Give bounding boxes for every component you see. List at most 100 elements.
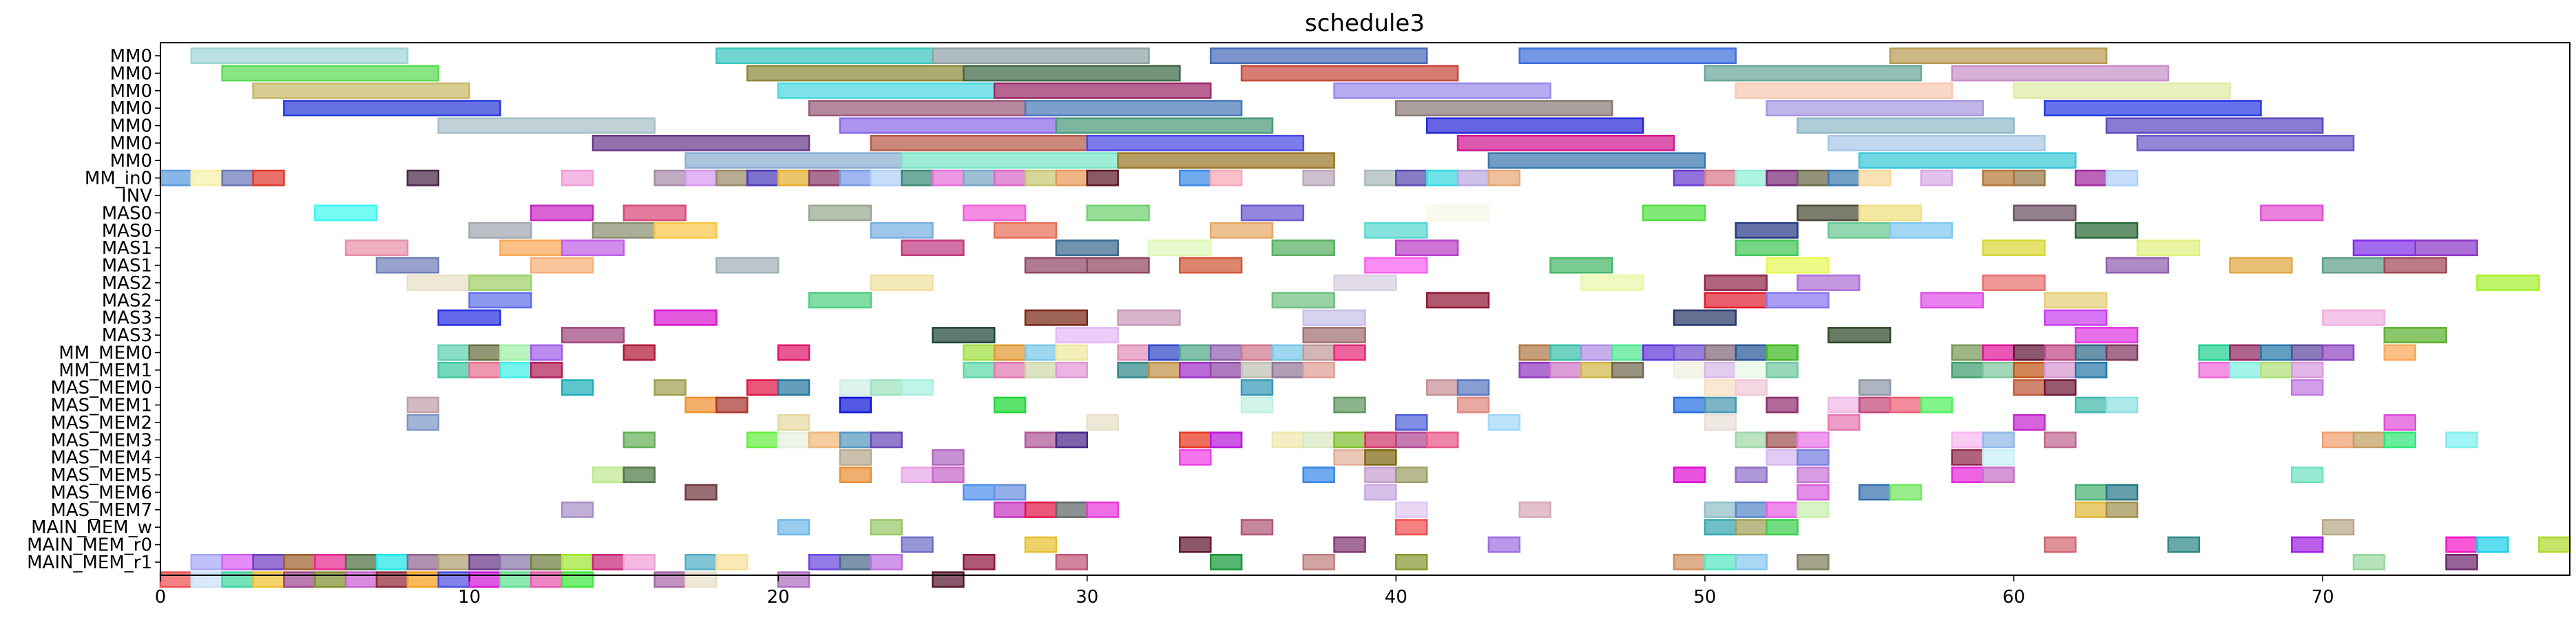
task-bar (1673, 396, 1706, 414)
task-bar (1951, 361, 1984, 378)
task-bar (1179, 257, 1243, 274)
task-bar (963, 361, 996, 378)
task-bar (839, 396, 872, 414)
task-bar (2352, 431, 2386, 449)
task-bar (1673, 466, 1706, 484)
task-bar (1395, 414, 1428, 431)
row-label: MAS_MEM7 (50, 500, 152, 521)
task-bar (2260, 361, 2293, 378)
task-bar (1704, 379, 1737, 396)
task-bar (2044, 309, 2108, 326)
task-bar (2445, 554, 2478, 570)
task-bar (2105, 396, 2139, 414)
task-bar (2198, 361, 2231, 378)
task-bar (963, 204, 1027, 222)
task-bar (1117, 361, 1150, 378)
task-bar (2105, 484, 2139, 501)
task-bar (313, 571, 347, 588)
task-bar (1982, 466, 2015, 484)
task-bar (2476, 274, 2540, 291)
row-label: MAIN_MEM_w (31, 517, 152, 538)
row-label: MM0 (110, 133, 152, 154)
task-bar (2136, 239, 2200, 257)
task-bar (1209, 361, 1243, 378)
task-bar (1611, 361, 1644, 378)
task-bar (1858, 484, 1892, 501)
task-bar (2290, 536, 2324, 553)
task-bar (932, 571, 965, 588)
task-bar (1271, 344, 1305, 361)
task-bar (1364, 257, 1428, 274)
task-bar (870, 519, 903, 536)
task-bar (839, 117, 1058, 134)
row-label: MM0 (110, 81, 152, 102)
row-label: MAIN_MEM_r0 (27, 535, 152, 556)
x-tick-label: 30 (1076, 587, 1098, 608)
task-bar (1580, 344, 1613, 361)
task-bar (1302, 466, 1335, 484)
task-bar (2013, 344, 2046, 361)
task-bar (808, 169, 841, 186)
task-bar (1240, 65, 1459, 82)
task-bar (2352, 239, 2417, 257)
row-label: MAS3 (102, 325, 152, 346)
task-bar (2136, 134, 2355, 151)
task-bar (622, 466, 656, 484)
task-bar (2383, 327, 2447, 344)
task-bar (1858, 204, 1923, 222)
x-tick-label: 50 (1693, 587, 1716, 608)
task-bar (1797, 274, 1861, 291)
task-bar (591, 554, 625, 570)
task-bar (1549, 344, 1582, 361)
task-bars (159, 47, 2571, 588)
row-label: MM_MEM0 (59, 343, 152, 363)
task-bar (437, 571, 470, 588)
task-bar (1735, 379, 1768, 396)
task-bar (746, 65, 965, 82)
task-bar (1364, 484, 1397, 501)
task-bar (1766, 344, 1799, 361)
task-bar (530, 344, 563, 361)
task-bar (1333, 449, 1366, 466)
task-bar (901, 536, 934, 553)
task-bar (715, 169, 748, 186)
task-bar (1055, 554, 1089, 570)
task-bar (870, 554, 903, 570)
task-bar (901, 466, 934, 484)
task-bar (2290, 466, 2324, 484)
task-bar (468, 292, 532, 309)
task-bar (1425, 292, 1490, 309)
task-bar (2321, 519, 2355, 536)
task-bar (1302, 361, 1335, 378)
task-bar (1086, 169, 1119, 186)
task-bar (777, 519, 810, 536)
task-bar (468, 361, 501, 378)
task-bar (1425, 379, 1459, 396)
task-bar (1364, 431, 1397, 449)
task-bar (499, 571, 532, 588)
task-bar (561, 327, 625, 344)
task-bar (1117, 309, 1181, 326)
task-bar (344, 554, 378, 570)
task-bar (1611, 344, 1644, 361)
task-bar (1395, 501, 1428, 518)
task-bar (2074, 327, 2139, 344)
task-bar (746, 431, 779, 449)
task-bar (1951, 449, 1984, 466)
task-bar (2321, 309, 2386, 326)
task-bar (1302, 309, 1366, 326)
task-bar (993, 484, 1027, 501)
task-bar (1797, 204, 1861, 222)
task-bar (1673, 361, 1706, 378)
task-bar (777, 414, 810, 431)
task-bar (406, 554, 440, 570)
task-bar (1642, 344, 1675, 361)
task-bar (1024, 501, 1058, 518)
task-bar (2044, 100, 2262, 117)
task-bar (932, 169, 965, 186)
task-bar (2013, 169, 2046, 186)
task-bar (1209, 222, 1274, 239)
task-bar (1425, 169, 1459, 186)
task-bar (221, 554, 254, 570)
